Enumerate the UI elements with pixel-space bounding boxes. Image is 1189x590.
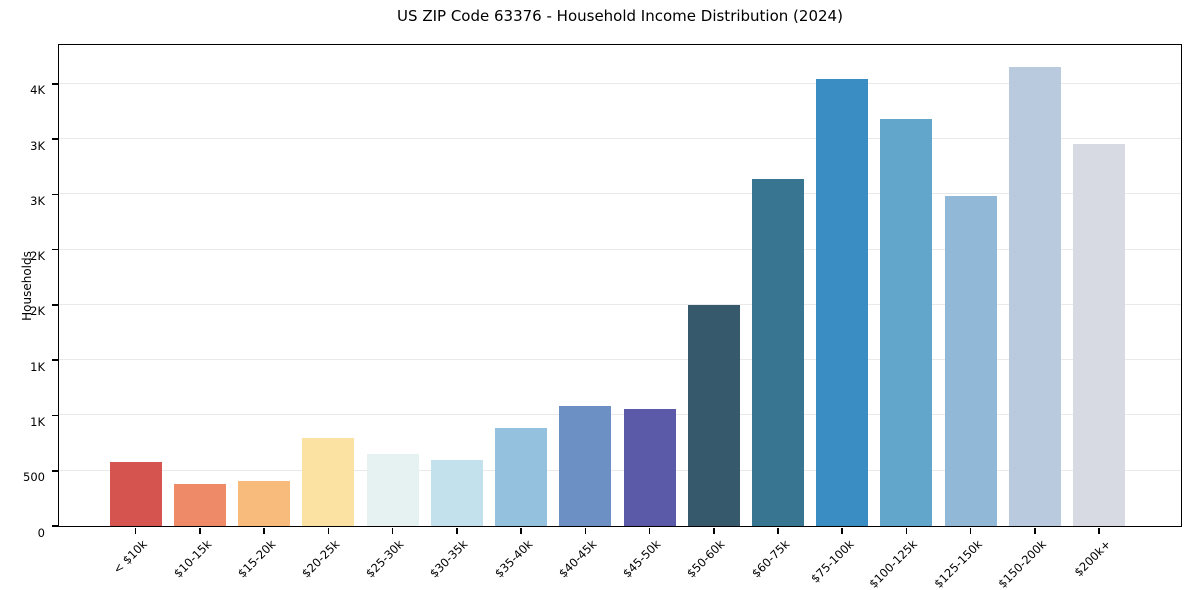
- y-tick-mark: [51, 414, 58, 417]
- x-tick-mark: [841, 527, 843, 534]
- y-tick-label: 2K: [30, 249, 45, 264]
- bar: [816, 79, 869, 526]
- x-tick-label-text: $40-45k: [555, 537, 600, 581]
- y-tick-label: 3K: [30, 138, 45, 153]
- y-tick-label: 2K: [30, 304, 45, 319]
- bar: [1073, 143, 1126, 526]
- y-tick-label: 0: [37, 525, 45, 540]
- y-tick-mark: [51, 359, 58, 361]
- x-tick-label-text: $125-150k: [930, 537, 985, 590]
- bar: [430, 459, 483, 526]
- y-tick-label: 1K: [30, 359, 45, 374]
- x-tick-mark: [777, 527, 779, 534]
- x-tick-mark: [134, 527, 137, 534]
- bar: [173, 484, 226, 526]
- x-tick-mark: [1034, 527, 1036, 534]
- bar: [302, 437, 355, 526]
- bar: [944, 195, 997, 526]
- y-tick-label: 4K: [30, 83, 45, 98]
- y-tick-mark: [51, 470, 58, 472]
- x-tick-label-text: $30-35k: [427, 537, 471, 581]
- bar: [880, 119, 933, 526]
- y-tick-label: 1K: [30, 414, 45, 429]
- x-tick-label-text: $45-50k: [620, 537, 664, 581]
- x-tick-label-text: $75-100k: [807, 537, 857, 586]
- y-tick-label: 500: [23, 470, 45, 485]
- x-tick-mark: [263, 527, 265, 534]
- chart-title: US ZIP Code 63376 - Household Income Dis…: [397, 7, 843, 25]
- bar: [752, 178, 804, 526]
- x-tick-label-text: $150-200k: [995, 537, 1049, 590]
- x-tick-label-text: $60-75k: [748, 537, 792, 581]
- bar: [238, 480, 291, 526]
- gridline: [59, 248, 1181, 250]
- bar: [495, 427, 548, 526]
- y-tick-mark: [51, 138, 58, 140]
- x-tick-label-text: $10-15k: [170, 537, 214, 581]
- x-tick-mark: [648, 527, 651, 534]
- plot-area: 0 500 1K 1K 2K 2K 3K 3K 4K < $10k $10-15k $15-20k $2…: [23, 44, 1182, 590]
- gridline: [59, 469, 1181, 471]
- x-tick-mark: [969, 527, 972, 534]
- bar: [687, 304, 740, 526]
- y-tick-mark: [51, 83, 58, 85]
- x-tick-label-text: $20-25k: [298, 537, 343, 581]
- x-tick-label-text: < $10k: [110, 537, 150, 577]
- gridline: [59, 359, 1181, 361]
- bar: [109, 461, 162, 526]
- x-tick-mark: [327, 527, 330, 534]
- x-tick-mark: [713, 527, 715, 534]
- x-tick-mark: [520, 527, 522, 534]
- y-tick-mark: [51, 248, 58, 251]
- x-tick-label-text: $35-40k: [491, 537, 535, 581]
- bar: [1008, 67, 1061, 526]
- y-tick-mark: [51, 525, 58, 527]
- y-tick-label: 3K: [30, 193, 45, 208]
- gridline: [59, 138, 1181, 140]
- x-tick-label-text: $200k+: [1070, 537, 1114, 580]
- y-tick-mark: [51, 193, 58, 196]
- x-tick-mark: [199, 527, 201, 534]
- x-tick-mark: [391, 527, 394, 534]
- bar: [623, 408, 676, 526]
- x-tick-label-text: $50-60k: [684, 537, 728, 581]
- gridline: [59, 303, 1181, 305]
- gridline: [59, 82, 1181, 84]
- x-tick-mark: [584, 527, 587, 534]
- gridline: [59, 193, 1181, 195]
- x-tick-label-text: $100-125k: [866, 537, 921, 590]
- gridline: [59, 414, 1181, 416]
- bar: [366, 453, 419, 526]
- y-tick-mark: [51, 304, 58, 306]
- x-tick-mark: [456, 527, 458, 534]
- x-tick-label-text: $15-20k: [234, 537, 279, 581]
- x-tick-label-text: $25-30k: [363, 537, 407, 581]
- bar: [559, 405, 612, 526]
- x-tick-mark: [905, 527, 908, 534]
- x-tick-mark: [1098, 527, 1100, 534]
